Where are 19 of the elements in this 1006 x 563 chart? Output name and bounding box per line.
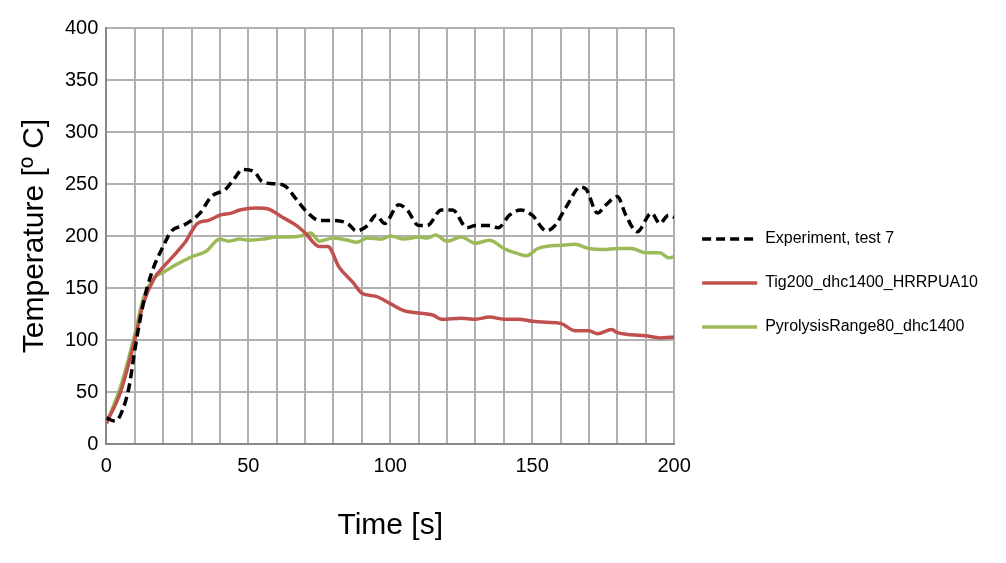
- x-axis-title: Time [s]: [337, 507, 444, 541]
- x-tick-label: 150: [515, 453, 549, 476]
- legend-label: Experiment, test 7: [765, 229, 895, 247]
- x-tick-label: 50: [237, 453, 260, 476]
- legend-label: Tig200_dhc1400_HRRPUA10: [765, 273, 979, 292]
- y-tick-label: 250: [64, 171, 99, 194]
- line-series: [106, 167, 675, 423]
- y-tick-label: 350: [64, 67, 99, 90]
- y-axis-title: Temperature [º C]: [16, 118, 50, 354]
- x-tick-label: 100: [373, 453, 407, 476]
- y-tick-label: 150: [64, 275, 99, 298]
- y-tick-label: 0: [87, 431, 99, 454]
- y-tick-label: 300: [64, 119, 99, 142]
- y-tick-label: 400: [64, 15, 99, 38]
- y-tick-label: 200: [64, 223, 99, 246]
- legend-label: PyrolysisRange80_dhc1400: [765, 317, 965, 336]
- y-tick-label: 50: [76, 379, 99, 402]
- y-tick-label: 100: [64, 327, 99, 350]
- x-tick-label: 200: [657, 453, 691, 476]
